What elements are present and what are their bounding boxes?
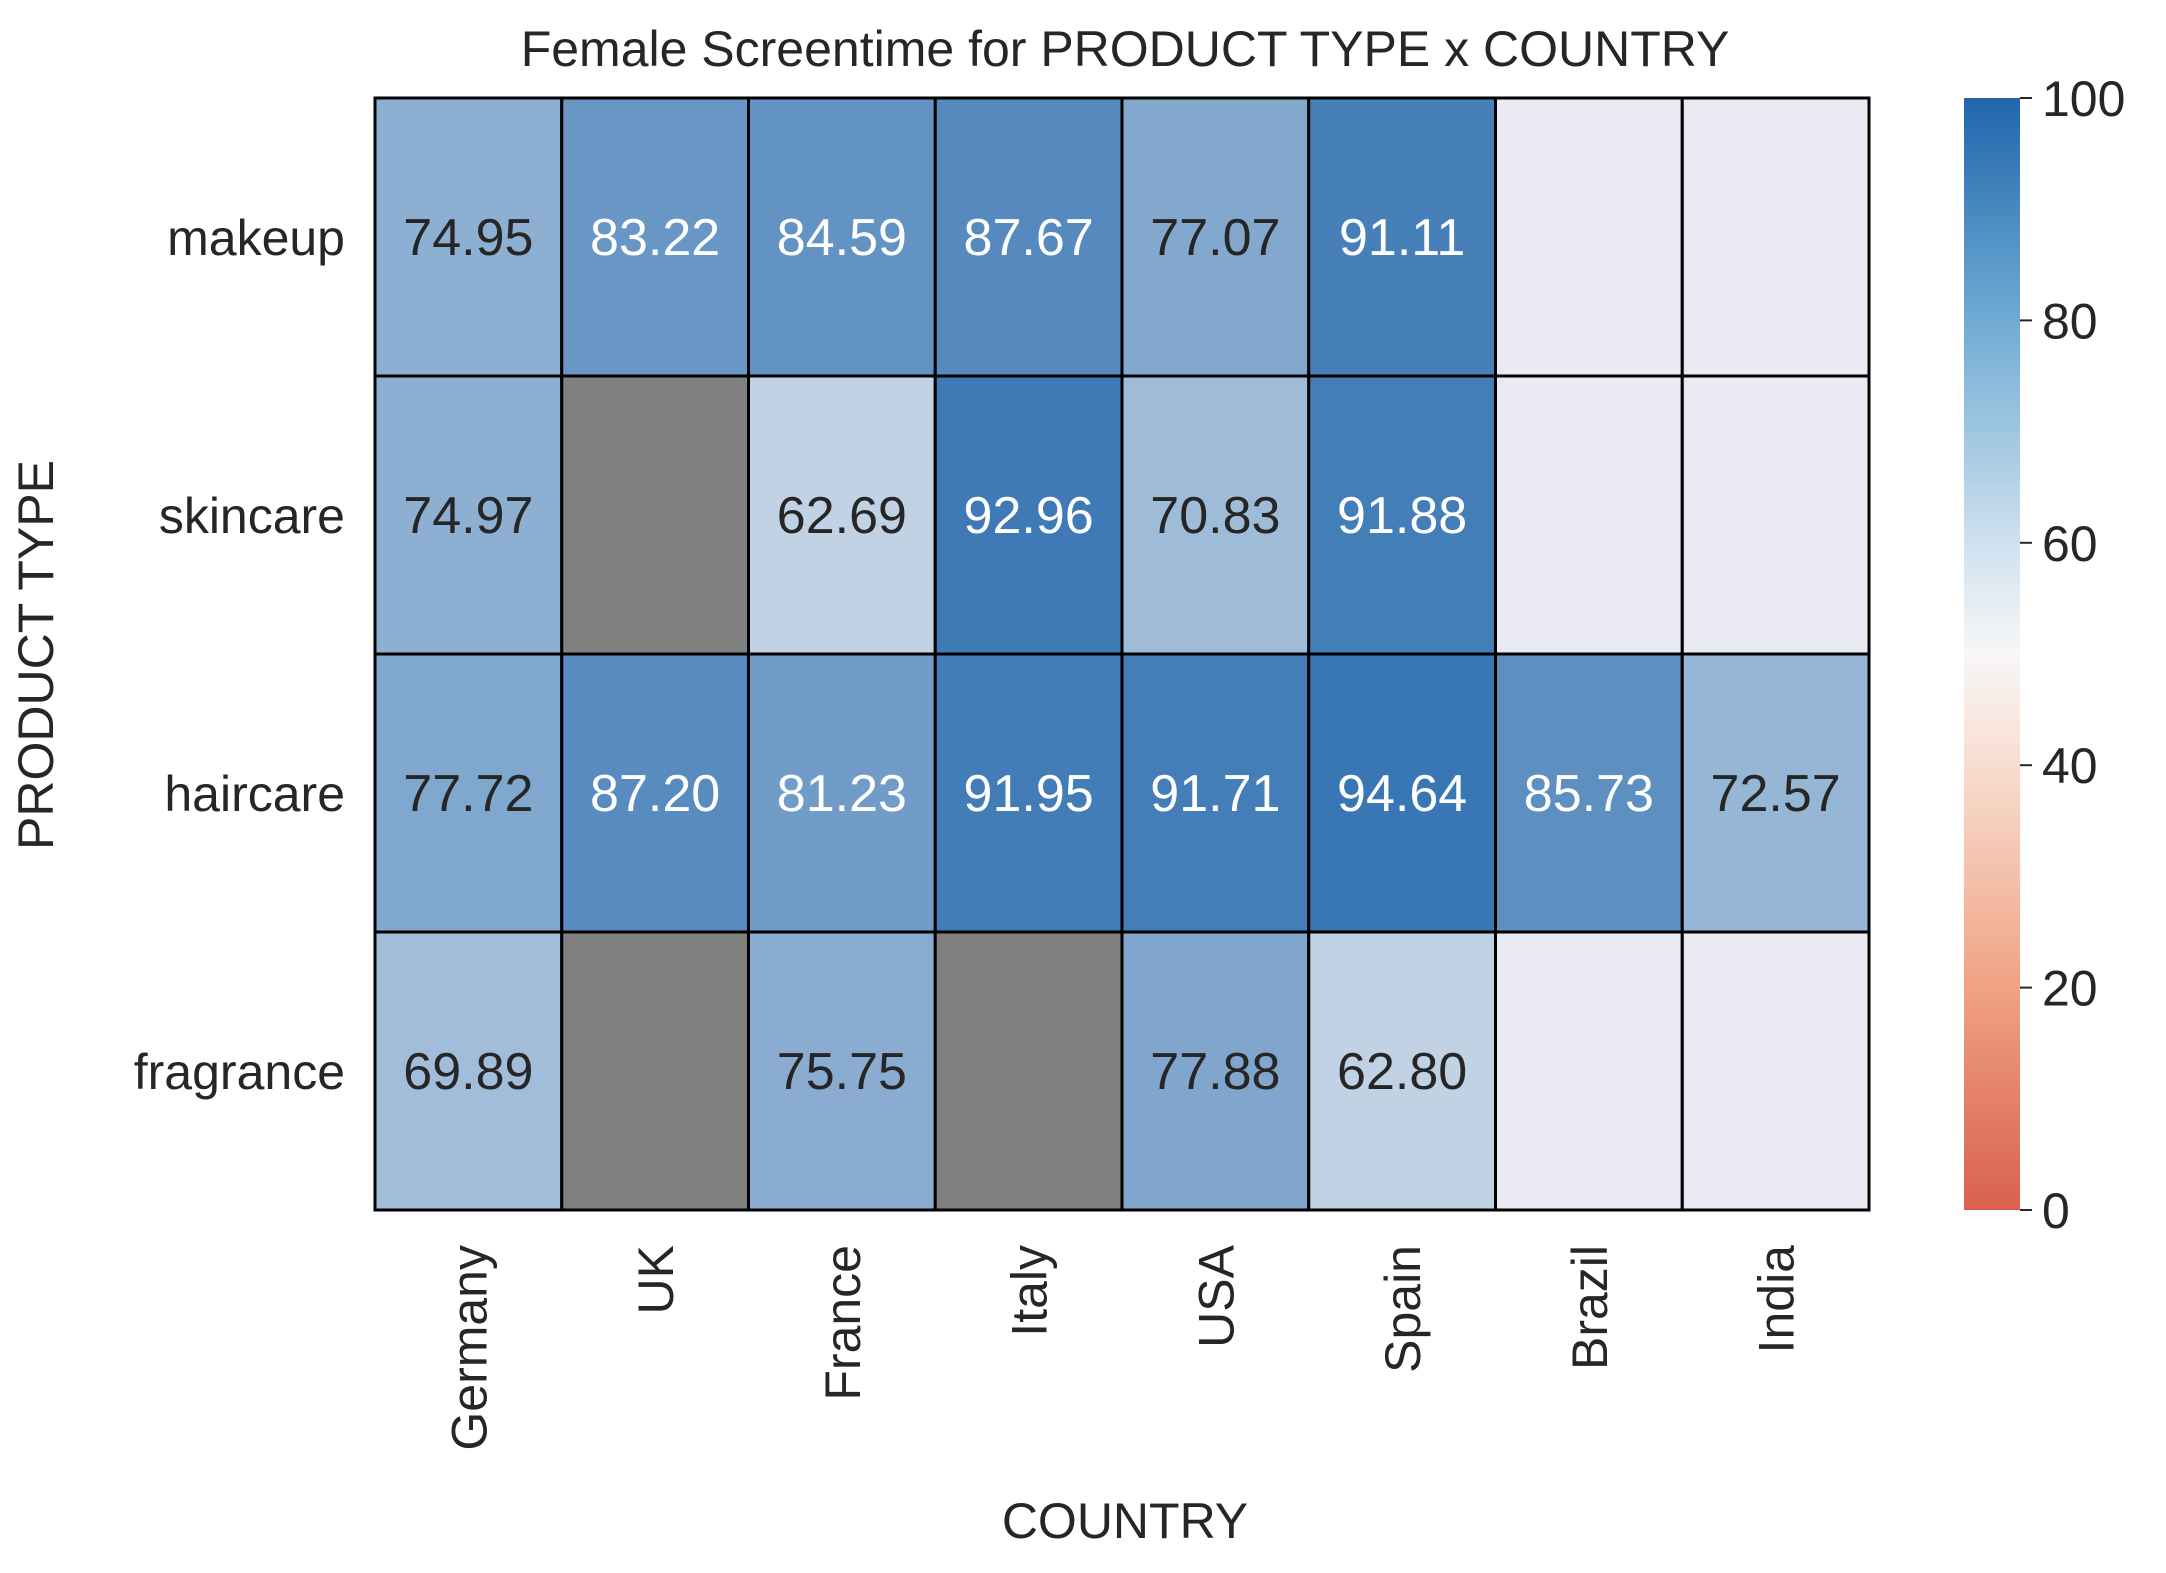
- x-axis-tick-labels: Germany UK France Italy USA Spain Brazil India: [441, 1244, 1804, 1450]
- cell-value-label: 70.83: [1150, 487, 1280, 545]
- heatmap-cell: [1494, 96, 1684, 378]
- heatmap-cell: [373, 930, 564, 1212]
- cell-value-label: 84.59: [777, 209, 907, 267]
- heatmap-cell: [1307, 652, 1497, 934]
- cell-value-label: 74.97: [403, 487, 533, 545]
- cell-value-label: 87.67: [964, 209, 1094, 267]
- heatmap-cell: [933, 930, 1124, 1212]
- heatmap-frame: [374, 97, 1870, 1211]
- heatmap-cell: [560, 96, 750, 378]
- cell-value-label: 85.73: [1524, 765, 1654, 823]
- heatmap-cell: [1307, 96, 1497, 378]
- cell-value-label: 91.88: [1337, 487, 1467, 545]
- x-tick-label: UK: [628, 1245, 684, 1314]
- heatmap-cell: [1680, 96, 1871, 378]
- colorbar-tick-label: 80: [2042, 293, 2098, 349]
- cell-value-label: 74.95: [403, 209, 533, 267]
- heatmap-cell: [933, 96, 1124, 378]
- heatmap-cell: [1120, 96, 1311, 378]
- cell-value-label: 94.64: [1337, 765, 1467, 823]
- cell-value-label: 81.23: [777, 765, 907, 823]
- heatmap-cell: [1120, 930, 1311, 1212]
- cell-value-label: 92.96: [964, 487, 1094, 545]
- heatmap-cell: [1680, 930, 1871, 1212]
- colorbar-tick-label: 60: [2042, 516, 2098, 572]
- colorbar-ticks: 0 20 40 60 80 100: [2020, 71, 2125, 1239]
- y-tick-label: makeup: [167, 210, 345, 266]
- cell-value-label: 91.95: [964, 765, 1094, 823]
- heatmap-cell: [1494, 930, 1684, 1212]
- heatmap-cell: [1120, 374, 1311, 656]
- y-axis-tick-labels: makeup skincare haircare fragrance: [134, 210, 345, 1100]
- x-tick-label: India: [1749, 1245, 1805, 1354]
- cell-value-label: 91.11: [1339, 209, 1465, 267]
- x-tick-label: Brazil: [1562, 1245, 1618, 1370]
- cell-value-label: 62.80: [1337, 1043, 1467, 1101]
- x-tick-label: France: [815, 1245, 871, 1401]
- heatmap-cell: [1307, 374, 1497, 656]
- heatmap-cell: [560, 930, 750, 1212]
- heatmap-cell-labels: 74.95 83.22 84.59 87.67 77.07 91.11 74.97 62.69…: [403, 209, 1840, 1101]
- heatmap-cell: [560, 374, 750, 656]
- x-tick-label: Spain: [1375, 1245, 1431, 1373]
- y-tick-label: fragrance: [134, 1044, 345, 1100]
- cell-value-label: 77.88: [1150, 1043, 1280, 1101]
- cell-value-label: 83.22: [590, 209, 720, 267]
- cell-value-label: 75.75: [777, 1043, 907, 1101]
- colorbar-tick-label: 0: [2042, 1183, 2070, 1239]
- heatmap-cell: [1120, 652, 1311, 934]
- y-tick-label: haircare: [164, 766, 345, 822]
- colorbar-tick-label: 40: [2042, 738, 2098, 794]
- cell-value-label: 62.69: [777, 487, 907, 545]
- y-axis-label: PRODUCT TYPE: [8, 460, 64, 850]
- cell-value-label: 69.89: [403, 1043, 533, 1101]
- x-axis-label: COUNTRY: [1002, 1493, 1248, 1549]
- y-tick-label: skincare: [159, 488, 345, 544]
- heatmap-cell: [747, 930, 937, 1212]
- heatmap-cell: [933, 374, 1124, 656]
- cell-value-label: 72.57: [1711, 765, 1841, 823]
- cell-value-label: 87.20: [590, 765, 720, 823]
- colorbar: [1964, 98, 2020, 1210]
- heatmap-cell: [747, 652, 937, 934]
- heatmap-cell: [1494, 652, 1684, 934]
- heatmap-cell: [373, 96, 564, 378]
- chart-title: Female Screentime for PRODUCT TYPE x COU…: [521, 21, 1730, 77]
- heatmap-cell: [560, 652, 750, 934]
- cell-value-label: 77.07: [1150, 209, 1280, 267]
- colorbar-tick-label: 20: [2042, 961, 2098, 1017]
- cell-value-label: 77.72: [403, 765, 533, 823]
- x-tick-label: Germany: [441, 1245, 497, 1451]
- heatmap-cells: [373, 96, 1871, 1212]
- x-tick-label: USA: [1188, 1244, 1244, 1347]
- heatmap-cell: [933, 652, 1124, 934]
- cell-value-label: 91.71: [1150, 765, 1280, 823]
- heatmap-cell: [1680, 374, 1871, 656]
- x-tick-label: Italy: [1002, 1245, 1058, 1337]
- heatmap-cell: [1494, 374, 1684, 656]
- colorbar-tick-label: 100: [2042, 71, 2125, 127]
